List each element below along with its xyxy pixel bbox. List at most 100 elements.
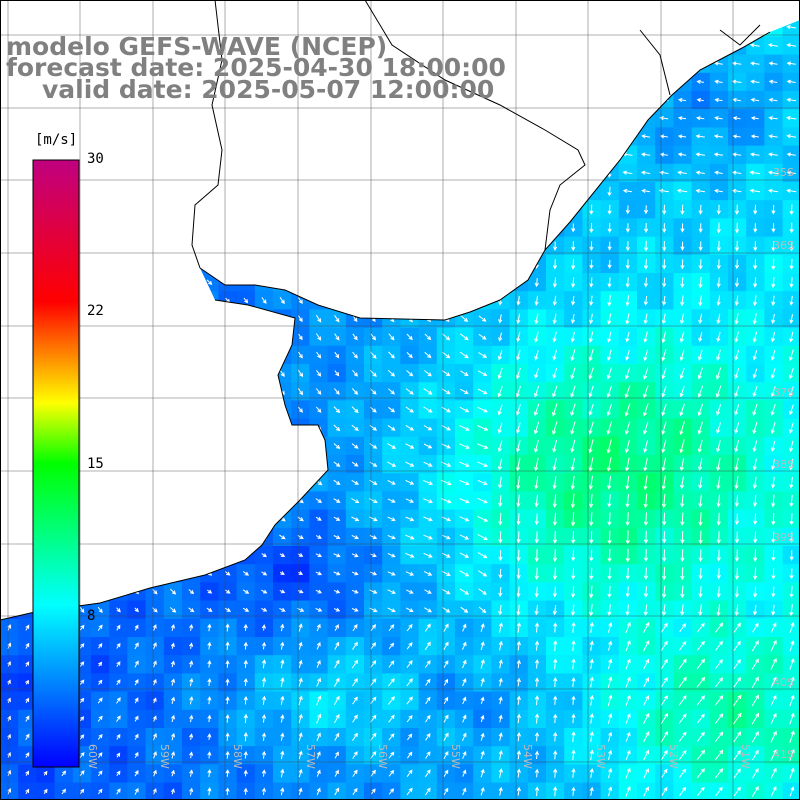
wind-arrow (716, 512, 721, 526)
wind-arrow (643, 768, 649, 779)
wind-arrow (280, 750, 285, 760)
wind-arrow (423, 516, 433, 522)
wind-arrow (498, 696, 503, 705)
wind-arrow (716, 494, 721, 508)
wind-arrow (498, 714, 503, 723)
wind-arrow (388, 660, 395, 668)
wind-arrow (753, 567, 758, 581)
colorbar-tick-8: 8 (87, 608, 96, 624)
wind-arrow (679, 457, 685, 472)
wind-arrow (679, 439, 685, 454)
wind-arrow (752, 622, 759, 633)
wind-arrow (662, 204, 667, 215)
wind-arrow (207, 589, 213, 594)
wind-arrow (625, 241, 630, 252)
wind-arrow (315, 314, 322, 323)
wind-arrow (607, 204, 612, 215)
wind-arrow (698, 549, 703, 562)
wind-arrow (225, 769, 230, 777)
wind-arrow (734, 240, 740, 252)
wind-arrow (351, 659, 359, 669)
wind-arrow (698, 476, 703, 490)
wind-arrow (606, 403, 613, 417)
wind-arrow (279, 534, 286, 540)
wind-arrow (789, 621, 795, 634)
wind-arrow (405, 424, 415, 431)
wind-arrow (625, 530, 630, 545)
wind-arrow (553, 695, 558, 705)
wind-arrow (497, 440, 503, 453)
wind-arrow (698, 259, 703, 270)
forecast-date: forecast date: 2025-04-30 18:00:00 (6, 53, 506, 82)
wind-arrow (498, 512, 503, 526)
wind-arrow (589, 604, 594, 617)
wind-arrow (116, 661, 121, 667)
wind-arrow (716, 440, 721, 453)
wind-arrow (570, 331, 575, 343)
wind-arrow (696, 768, 705, 779)
wind-arrow (459, 461, 470, 467)
wind-arrow (570, 403, 576, 417)
wind-arrow (678, 713, 687, 724)
wind-arrow (298, 732, 303, 742)
river-border (191, 0, 761, 269)
wind-arrow (570, 586, 576, 598)
wind-arrow (625, 586, 630, 598)
wind-arrow (713, 134, 723, 139)
wind-arrow (624, 385, 631, 399)
wind-arrow (750, 61, 760, 66)
wind-arrow (79, 788, 85, 795)
wind-arrow (387, 589, 396, 594)
wind-arrow (516, 750, 521, 760)
wind-arrow (679, 623, 686, 633)
wind-arrow (679, 421, 685, 435)
wind-arrow (298, 315, 303, 323)
wind-arrow (406, 787, 413, 796)
wind-arrow (749, 188, 761, 193)
wind-arrow (25, 733, 30, 741)
wind-arrow (752, 403, 758, 416)
wind-arrow (641, 134, 651, 139)
wind-arrow (607, 658, 613, 670)
wind-arrow (477, 533, 488, 540)
wind-arrow (679, 476, 685, 490)
wind-arrow (25, 770, 30, 776)
wind-arrow (714, 97, 723, 103)
wind-arrow (643, 349, 649, 362)
wind-arrow (406, 696, 413, 705)
wind-arrow (571, 530, 576, 544)
wind-arrow (206, 607, 213, 612)
wind-arrow (261, 297, 267, 304)
wind-arrow (570, 385, 576, 398)
wind-arrow (25, 752, 30, 758)
wind-arrow (98, 788, 103, 795)
wind-arrow (116, 679, 121, 686)
wind-arrow (97, 624, 103, 631)
wind-arrow (571, 549, 576, 562)
wind-arrow (280, 714, 285, 723)
wind-arrow (571, 277, 576, 288)
wind-arrow (589, 277, 594, 288)
wind-arrow (534, 659, 540, 669)
wind-arrow (570, 604, 576, 616)
wind-arrow (716, 259, 721, 270)
wind-arrow (750, 152, 760, 157)
wind-arrow (423, 406, 433, 413)
wind-arrow (715, 385, 722, 398)
wind-arrow (442, 333, 451, 341)
wind-arrow (751, 712, 760, 725)
wind-arrow (750, 116, 759, 121)
wind-arrow (607, 349, 612, 362)
wind-arrow (552, 349, 557, 361)
wind-arrow (625, 567, 630, 580)
lon-label-54w: 54W (521, 744, 534, 769)
wind-arrow (680, 241, 685, 251)
wind-arrow (297, 406, 303, 413)
wind-arrow (752, 313, 757, 325)
wind-arrow (171, 732, 176, 741)
wind-arrow (552, 512, 558, 526)
wind-arrow (733, 622, 741, 633)
wind-arrow (476, 443, 489, 449)
wind-arrow (298, 641, 303, 650)
